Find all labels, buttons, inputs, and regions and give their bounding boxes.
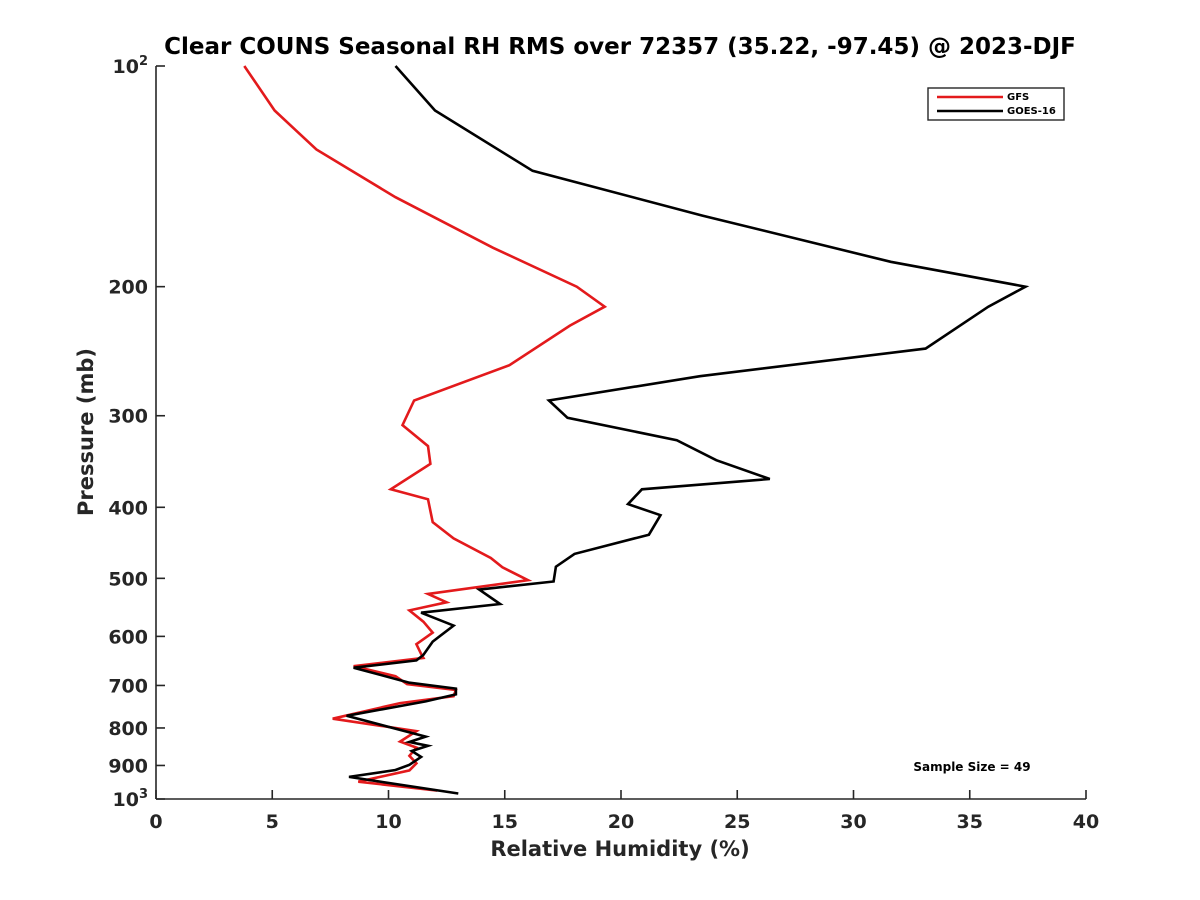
legend-label-gfs: GFS (1007, 92, 1029, 103)
y-tick-label: 103 (113, 787, 149, 811)
x-tick-label: 35 (957, 811, 983, 833)
sample-size-annotation: Sample Size = 49 (913, 760, 1030, 774)
y-tick-label: 900 (108, 755, 148, 777)
y-tick-label: 102 (113, 54, 149, 78)
x-tick-label: 40 (1073, 811, 1099, 833)
y-tick-label: 600 (108, 626, 148, 648)
x-axis-label: Relative Humidity (%) (490, 837, 749, 861)
chart-title: Clear COUNS Seasonal RH RMS over 72357 (… (164, 34, 1076, 60)
y-tick-label: 300 (108, 406, 148, 428)
legend-box (927, 87, 1065, 121)
x-axis-ticks: 0 5 10 15 20 25 30 35 40 (149, 790, 1099, 833)
legend-label-goes16: GOES-16 (1007, 106, 1056, 117)
y-axis-ticks: 102 200 300 400 500 600 700 800 900 103 (108, 54, 165, 811)
x-tick-label: 25 (724, 811, 750, 833)
x-tick-label: 0 (149, 811, 162, 833)
series-line-gfs (243, 65, 608, 792)
x-tick-label: 15 (492, 811, 518, 833)
x-tick-label: 5 (266, 811, 279, 833)
series-line-goes16 (346, 65, 1030, 795)
legend: GFS GOES-16 (927, 87, 1065, 121)
y-axis-label: Pressure (mb) (74, 348, 98, 516)
x-tick-label: 30 (840, 811, 866, 833)
y-tick-label: 800 (108, 718, 148, 740)
y-tick-label: 400 (108, 497, 148, 519)
y-tick-label: 500 (108, 568, 148, 590)
series-layer (243, 65, 1030, 795)
y-tick-label: 200 (108, 277, 148, 299)
x-tick-label: 20 (608, 811, 634, 833)
y-tick-label: 700 (108, 675, 148, 697)
x-tick-label: 10 (375, 811, 401, 833)
